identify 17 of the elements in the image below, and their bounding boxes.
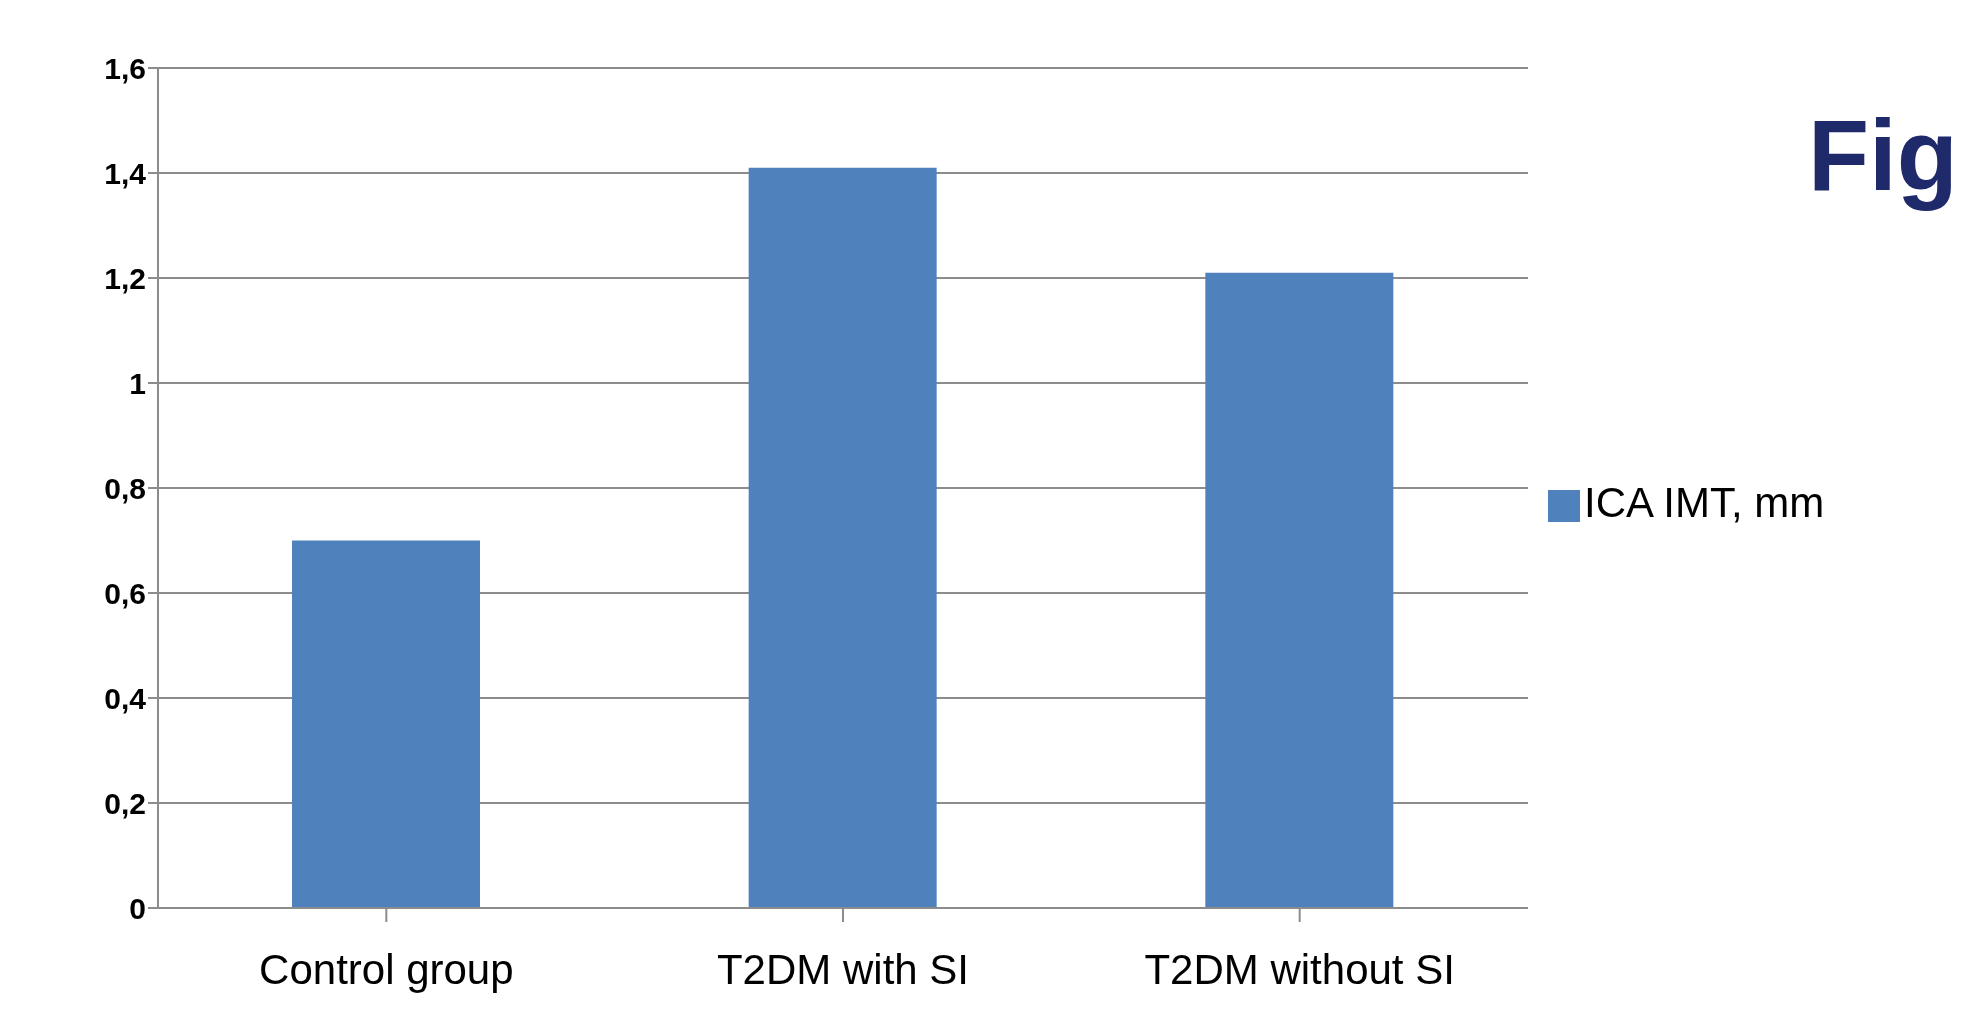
x-tick-label: T2DM with SI bbox=[716, 945, 970, 993]
y-tick-label: 1,4 bbox=[104, 156, 147, 190]
x-tick-label: Control group bbox=[259, 945, 514, 993]
legend-label: ICA IMT, mm bbox=[1584, 479, 1825, 526]
bar bbox=[1205, 272, 1394, 908]
text: Fig bbox=[1808, 98, 1958, 213]
y-tick-label: 0 bbox=[129, 891, 146, 925]
y-tick-label: 0,8 bbox=[104, 471, 146, 505]
y-tick-label: 0,4 bbox=[104, 681, 147, 715]
x-tick-label: T2DM without SI bbox=[1144, 945, 1455, 993]
y-tick-label: 1,2 bbox=[104, 261, 146, 295]
bar bbox=[748, 167, 937, 908]
bar bbox=[292, 540, 480, 908]
y-tick-label: 0,2 bbox=[104, 786, 146, 820]
y-tick-label: 1,6 bbox=[104, 51, 146, 85]
y-tick-label: 1 bbox=[129, 366, 146, 400]
y-tick-label: 0,6 bbox=[104, 576, 146, 610]
